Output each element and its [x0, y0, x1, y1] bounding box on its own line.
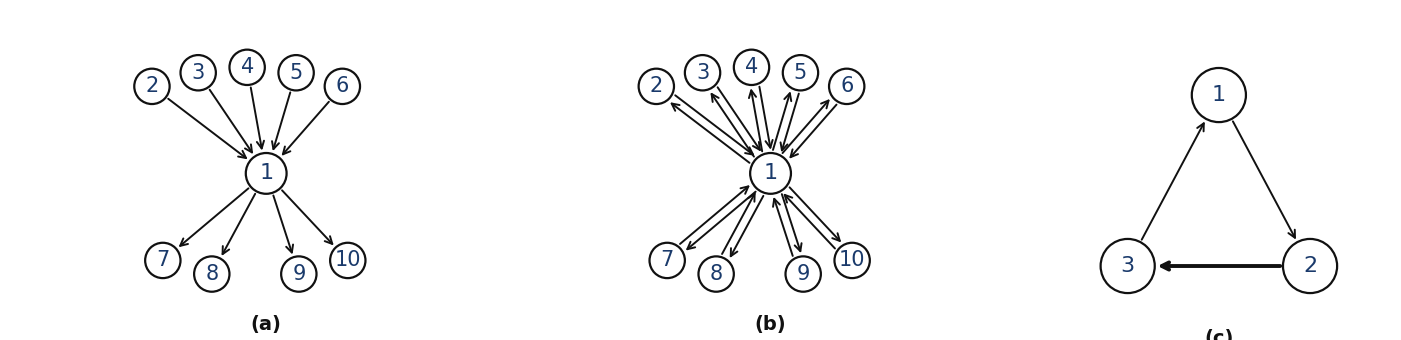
- Circle shape: [685, 55, 720, 90]
- Circle shape: [331, 243, 366, 278]
- Text: 2: 2: [146, 76, 158, 96]
- Circle shape: [282, 256, 317, 292]
- Circle shape: [195, 256, 230, 292]
- Circle shape: [786, 256, 821, 292]
- Text: 9: 9: [293, 264, 305, 284]
- Text: 4: 4: [241, 57, 254, 77]
- Circle shape: [1101, 239, 1154, 293]
- Circle shape: [639, 69, 674, 104]
- Text: 9: 9: [797, 264, 810, 284]
- Text: 3: 3: [696, 63, 709, 83]
- Circle shape: [835, 243, 870, 278]
- Text: 7: 7: [156, 251, 170, 270]
- Text: 1: 1: [1212, 85, 1226, 105]
- Circle shape: [279, 55, 314, 90]
- Text: 6: 6: [336, 76, 349, 96]
- Text: 8: 8: [709, 264, 723, 284]
- Circle shape: [230, 50, 265, 85]
- Text: 3: 3: [1121, 256, 1135, 276]
- Text: 2: 2: [650, 76, 663, 96]
- Circle shape: [146, 243, 181, 278]
- Text: (a): (a): [251, 315, 282, 334]
- Circle shape: [245, 153, 287, 194]
- Text: (b): (b): [755, 315, 786, 334]
- Text: 10: 10: [839, 251, 866, 270]
- Text: 1: 1: [259, 164, 273, 183]
- Text: 4: 4: [745, 57, 758, 77]
- Text: 6: 6: [841, 76, 853, 96]
- Text: 5: 5: [290, 63, 303, 83]
- Circle shape: [181, 55, 216, 90]
- Circle shape: [734, 50, 769, 85]
- Circle shape: [134, 69, 170, 104]
- Circle shape: [1283, 239, 1337, 293]
- Circle shape: [783, 55, 818, 90]
- Text: 7: 7: [660, 251, 674, 270]
- Text: 2: 2: [1303, 256, 1317, 276]
- Text: 1: 1: [764, 164, 778, 183]
- Text: 3: 3: [192, 63, 205, 83]
- Text: 8: 8: [205, 264, 219, 284]
- Circle shape: [699, 256, 734, 292]
- Text: 10: 10: [335, 251, 361, 270]
- Circle shape: [650, 243, 685, 278]
- Text: (c): (c): [1205, 329, 1233, 340]
- Text: 5: 5: [794, 63, 807, 83]
- Circle shape: [325, 69, 360, 104]
- Circle shape: [829, 69, 864, 104]
- Circle shape: [1192, 68, 1245, 122]
- Circle shape: [750, 153, 792, 194]
